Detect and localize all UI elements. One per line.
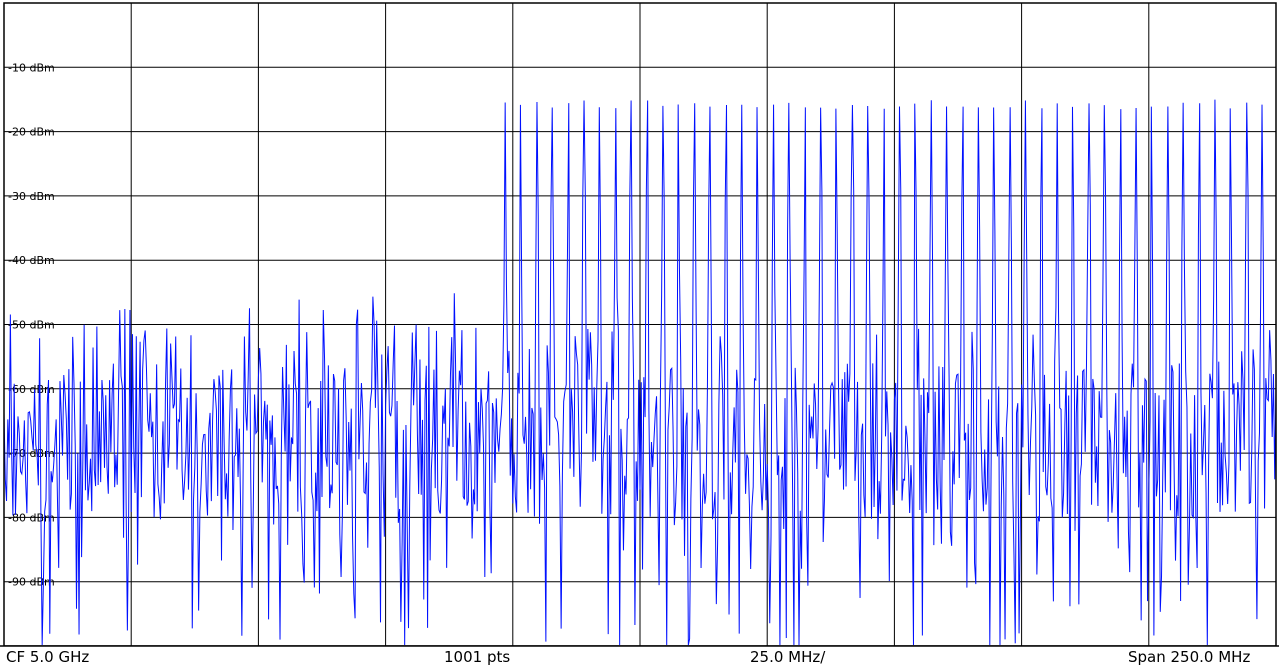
y-tick-label: -50 dBm (8, 319, 55, 332)
grid-lines (4, 3, 1276, 646)
y-tick-label: -40 dBm (8, 254, 55, 267)
per-division-label: 25.0 MHz/ (750, 648, 826, 666)
spectrum-trace (3, 99, 1277, 646)
y-tick-labels: -10 dBm -20 dBm -30 dBm -40 dBm -50 dBm -60 d… (8, 61, 55, 588)
points-label: 1001 pts (444, 648, 511, 666)
y-tick-label: -80 dBm (8, 511, 55, 524)
y-tick-label: -60 dBm (8, 383, 55, 396)
y-tick-label: -10 dBm (8, 61, 55, 74)
y-tick-label: -90 dBm (8, 576, 55, 589)
footer-bar (0, 646, 1279, 670)
center-frequency-label: CF 5.0 GHz (6, 648, 90, 666)
span-label: Span 250.0 MHz (1128, 648, 1251, 666)
y-tick-label: -30 dBm (8, 190, 55, 203)
plot-area: -10 dBm -20 dBm -30 dBm -40 dBm -50 dBm -60 d… (3, 2, 1277, 647)
y-tick-label: -20 dBm (8, 126, 55, 139)
